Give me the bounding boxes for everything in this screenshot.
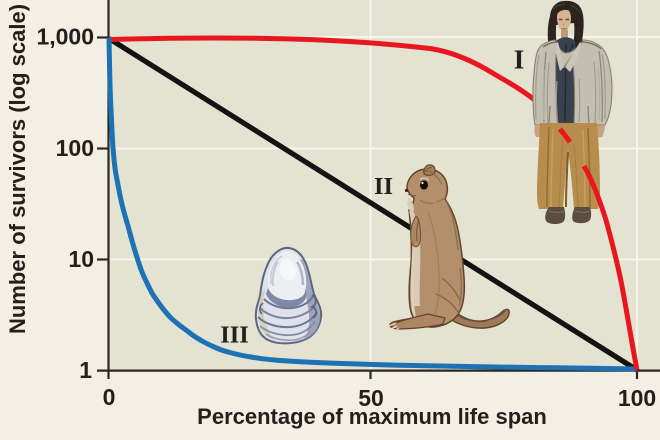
svg-text:II: II <box>374 173 393 200</box>
svg-text:0: 0 <box>103 384 116 410</box>
svg-text:I: I <box>514 45 525 75</box>
svg-text:100: 100 <box>618 385 656 411</box>
svg-text:1: 1 <box>79 357 92 383</box>
svg-text:10: 10 <box>68 246 94 272</box>
svg-text:Percentage of maximum life spa: Percentage of maximum life span <box>197 404 547 429</box>
svg-text:III: III <box>220 322 249 349</box>
svg-text:Number of survivors (log scale: Number of survivors (log scale) <box>5 4 30 334</box>
svg-text:100: 100 <box>56 135 94 161</box>
svg-text:50: 50 <box>358 385 384 411</box>
svg-text:1,000: 1,000 <box>36 24 94 50</box>
